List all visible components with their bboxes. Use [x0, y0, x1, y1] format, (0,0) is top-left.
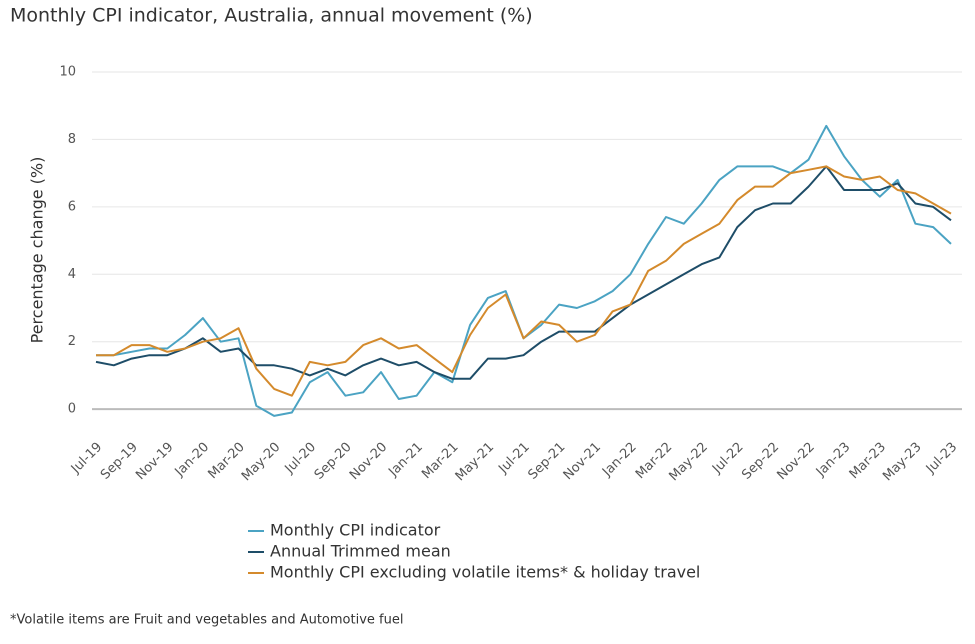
x-tick-label: Jan-23: [813, 440, 854, 481]
chart-title: Monthly CPI indicator, Australia, annual…: [10, 5, 533, 27]
y-tick-label: 6: [68, 199, 76, 214]
x-tick-label: Sep-22: [739, 440, 782, 483]
x-tick-label: Sep-21: [525, 440, 568, 483]
x-tick-label: Sep-19: [98, 440, 141, 483]
x-tick-label: Nov-19: [133, 440, 176, 483]
series-line: [95, 165, 952, 380]
series-line: [96, 165, 952, 397]
x-tick-label: May-23: [880, 440, 924, 484]
x-tick-label: Jan-22: [599, 440, 640, 481]
x-tick-label: Jul-23: [923, 440, 960, 477]
x-tick-label: May-21: [453, 440, 497, 484]
y-tick-label: 0: [68, 402, 76, 417]
x-tick-label: Jan-20: [172, 440, 213, 481]
y-tick-label: 2: [68, 334, 76, 349]
x-tick-label: Jan-21: [385, 440, 426, 481]
x-tick-label: Nov-21: [561, 440, 604, 483]
y-axis-label: Percentage change (%): [28, 157, 47, 344]
x-tick-label: May-22: [666, 440, 710, 484]
x-tick-label: May-20: [239, 440, 283, 484]
footnote: *Volatile items are Fruit and vegetables…: [10, 613, 403, 628]
y-tick-label: 8: [68, 132, 76, 147]
y-tick-label: 4: [68, 267, 76, 282]
x-tick-label: Sep-20: [312, 440, 355, 483]
legend-label: Monthly CPI indicator: [270, 521, 441, 540]
x-tick-label: Nov-22: [774, 440, 817, 483]
y-tick-label: 10: [59, 65, 76, 80]
x-tick-label: Nov-20: [347, 440, 390, 483]
legend-label: Monthly CPI excluding volatile items* & …: [270, 563, 700, 582]
legend-label: Annual Trimmed mean: [270, 542, 451, 561]
